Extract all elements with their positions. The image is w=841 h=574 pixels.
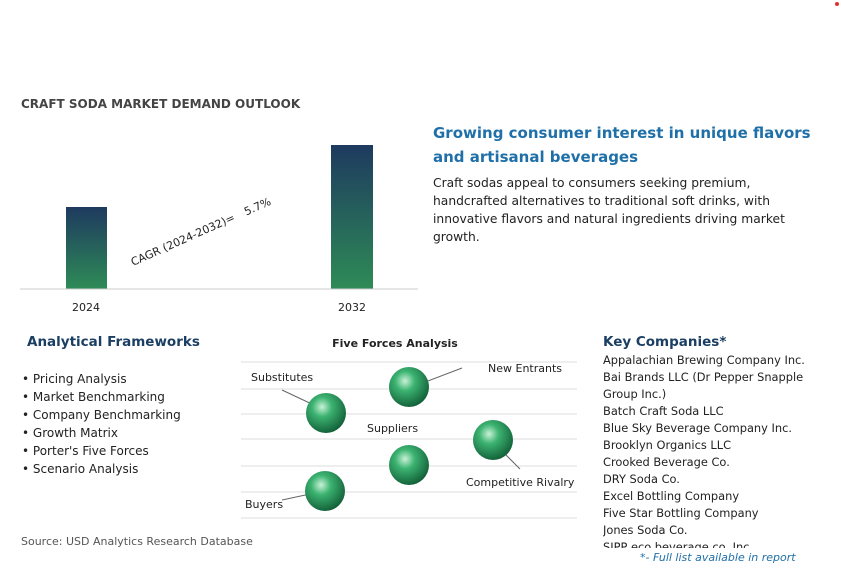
- company-item: Crooked Beverage Co.: [603, 455, 730, 469]
- framework-item: Pricing Analysis: [22, 370, 181, 388]
- company-item: Blue Sky Beverage Company Inc.: [603, 421, 792, 435]
- source: Source: USD Analytics Research Database: [21, 535, 253, 548]
- description: Craft sodas appeal to consumers seeking …: [433, 176, 785, 244]
- force-label: Suppliers: [367, 422, 418, 435]
- dot: [835, 2, 839, 6]
- company-item: Bai Brands LLC (Dr Pepper Snapple Group …: [603, 370, 804, 401]
- cagr-value: 5.7%: [242, 195, 273, 218]
- section-title: Five Forces Analysis: [332, 337, 458, 350]
- force-ball: [306, 393, 346, 433]
- company-item: Brooklyn Organics LLC: [603, 438, 732, 452]
- cagr: CAGR (2024-2032)= 5.7%: [129, 195, 273, 269]
- company-list: Appalachian Brewing Company Inc. Bai Bran…: [603, 352, 813, 548]
- force-ball: [305, 471, 345, 511]
- year-label: 2032: [338, 301, 366, 314]
- bar: [66, 207, 107, 289]
- company-item: Five Star Bottling Company: [603, 506, 759, 520]
- framework-item: Growth Matrix: [22, 424, 181, 442]
- force-label: Substitutes: [251, 371, 313, 384]
- title: CRAFT SODA MARKET DEMAND OUTLOOK: [21, 97, 301, 111]
- footnote: *- Full list available in report: [640, 551, 796, 564]
- company-item: DRY Soda Co.: [603, 472, 680, 486]
- force-ball: [389, 445, 429, 485]
- company-item: Appalachian Brewing Company Inc.: [603, 353, 805, 367]
- company-item: Batch Craft Soda LLC: [603, 404, 724, 418]
- force-ball: [473, 420, 513, 460]
- framework-item: Company Benchmarking: [22, 406, 181, 424]
- section-title: Key Companies*: [603, 334, 727, 350]
- section-title: Analytical Frameworks: [27, 334, 200, 350]
- force-label: Competitive Rivalry: [466, 476, 575, 489]
- bar: [331, 145, 373, 289]
- framework-item: Scenario Analysis: [22, 460, 181, 478]
- year-label: 2024: [72, 301, 100, 314]
- company-item: SIPP eco beverage co. Inc.: [603, 540, 754, 548]
- framework-item: Porter's Five Forces: [22, 442, 181, 460]
- framework-list: Pricing AnalysisMarket BenchmarkingCompa…: [22, 370, 181, 478]
- force-label: New Entrants: [488, 362, 562, 375]
- framework-item: Market Benchmarking: [22, 388, 181, 406]
- force-label: Buyers: [245, 498, 283, 511]
- company-item: Jones Soda Co.: [603, 523, 688, 537]
- headline: Growing consumer interest in unique flav…: [433, 124, 811, 166]
- company-item: Excel Bottling Company: [603, 489, 740, 503]
- cagr-label: CAGR (2024-2032)=: [129, 211, 237, 269]
- force-ball: [389, 367, 429, 407]
